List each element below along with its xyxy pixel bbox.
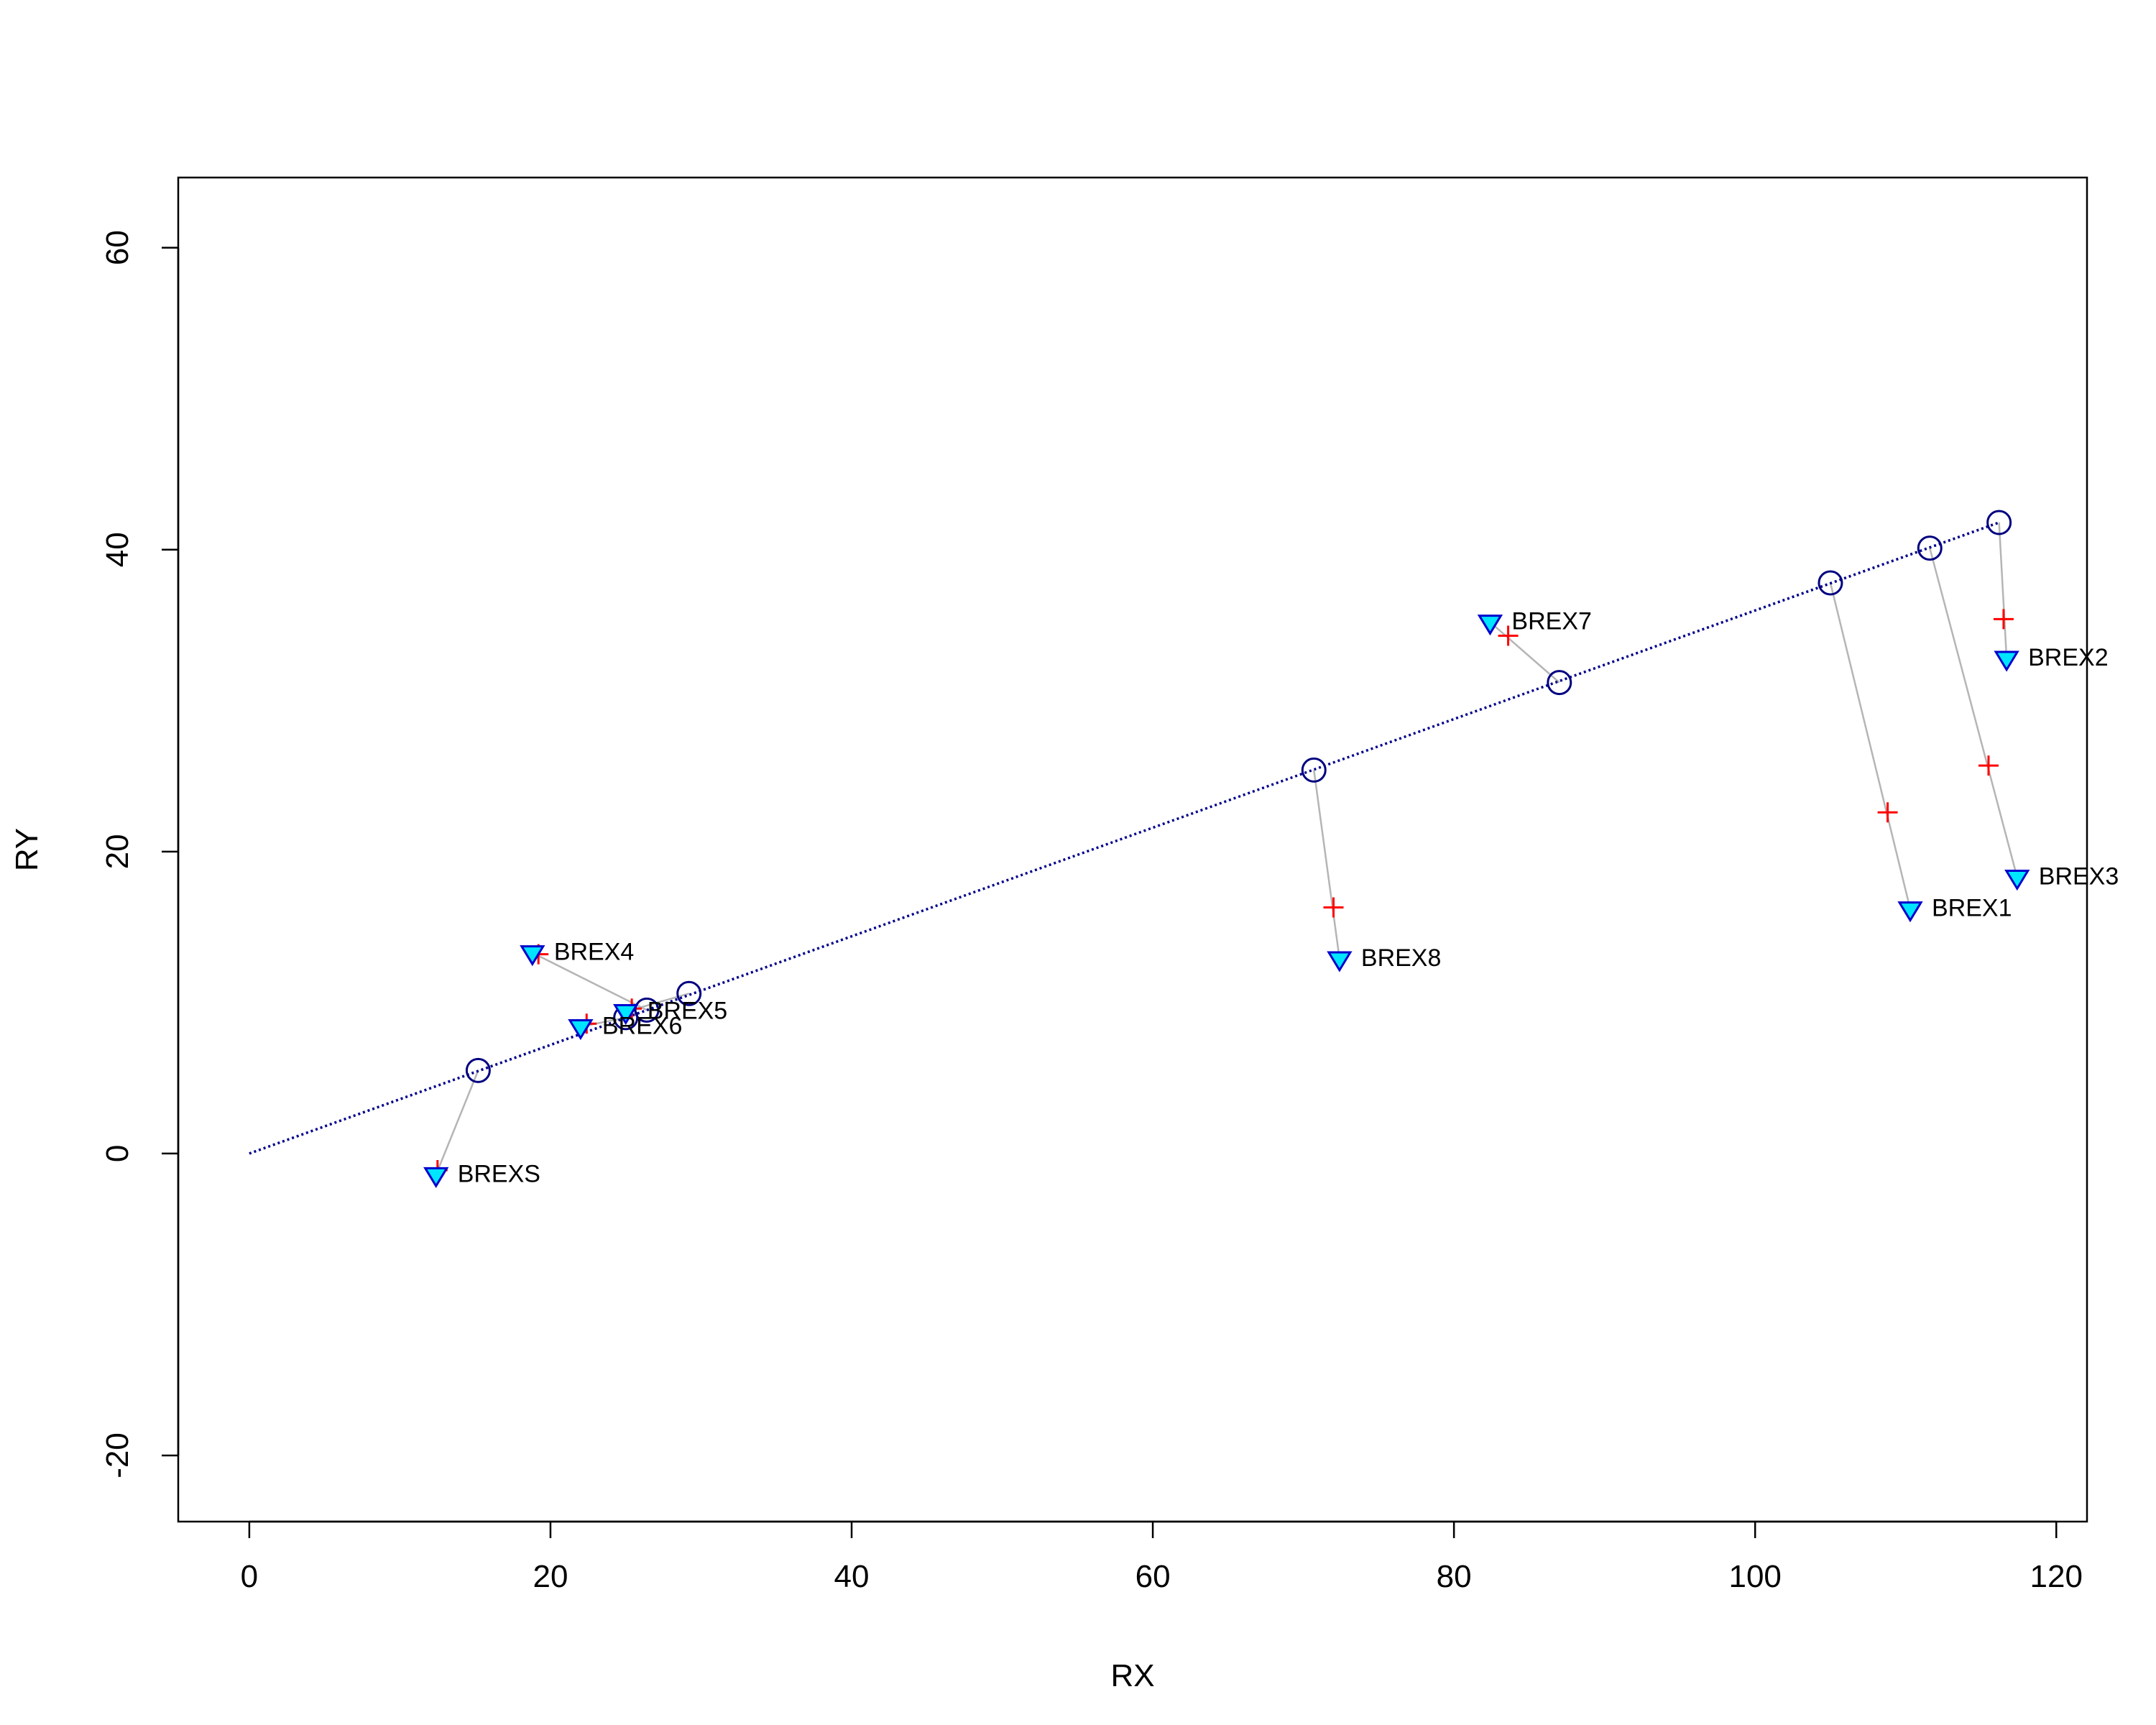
connector-line <box>1829 582 1912 909</box>
point-label: BREX7 <box>1511 608 1592 635</box>
point-label: BREX8 <box>1361 944 1442 972</box>
projected-point <box>676 980 702 1006</box>
projected-point <box>1986 510 2012 535</box>
observed-point <box>520 945 545 967</box>
point-label: BREX3 <box>2039 863 2119 891</box>
projected-point <box>1301 757 1327 783</box>
connector-line <box>1929 548 2018 878</box>
y-axis: -20 0 20 40 60 <box>100 230 180 1478</box>
x-tick-label: 120 <box>2030 1559 2083 1594</box>
fitted-points <box>427 609 2014 1181</box>
x-tick-label: 60 <box>1135 1559 1171 1594</box>
x-tick-label: 20 <box>533 1559 568 1594</box>
observed-point <box>1994 650 2019 672</box>
y-tick-label: 20 <box>100 834 135 869</box>
fitted-point <box>1323 897 1344 918</box>
y-tick-label: 60 <box>100 230 135 265</box>
connector-line <box>532 952 648 1011</box>
projected-point <box>1547 670 1572 696</box>
point-label: BREX2 <box>2028 644 2109 671</box>
x-tick-label: 80 <box>1437 1559 1472 1594</box>
x-axis-title: RX <box>1110 1658 1154 1693</box>
observed-point <box>2004 870 2030 891</box>
connector-line <box>435 1070 479 1175</box>
point-label: BREXS <box>458 1160 540 1187</box>
observed-point <box>1477 615 1503 636</box>
connector-line <box>1489 621 1560 684</box>
fitted-point <box>1993 609 2014 630</box>
fitted-point <box>1877 802 1898 823</box>
point-label: BREX4 <box>554 939 635 966</box>
projected-point <box>465 1057 491 1083</box>
observed-point <box>613 1003 639 1026</box>
observed-point <box>423 1167 449 1188</box>
x-tick-label: 100 <box>1728 1559 1781 1594</box>
point-label: BREX1 <box>1932 895 2012 922</box>
observed-point <box>568 1018 594 1041</box>
point-label: BREX6 <box>602 1012 683 1039</box>
x-tick-label: 40 <box>834 1559 870 1594</box>
projected-point <box>1818 570 1843 596</box>
y-tick-label: 40 <box>100 532 135 567</box>
reference-line <box>249 521 2000 1155</box>
y-axis-title: RY <box>9 828 45 871</box>
plot-frame <box>177 176 2088 1523</box>
connector-lines <box>435 522 2018 1175</box>
projected-points <box>465 510 2012 1083</box>
observed-point <box>1327 951 1353 972</box>
y-tick-label: 0 <box>100 1145 135 1162</box>
fitted-point <box>1498 625 1519 646</box>
observed-points <box>423 615 2030 1188</box>
point-label: BREX5 <box>648 997 728 1024</box>
x-axis: 0 20 40 60 80 100 120 <box>241 1520 2083 1594</box>
connector-line <box>1998 522 2008 659</box>
x-tick-label: 0 <box>241 1559 258 1594</box>
projected-point <box>1917 535 1943 561</box>
y-tick-label: -20 <box>100 1432 135 1478</box>
fitted-point <box>1978 755 1999 776</box>
observed-point <box>1897 901 1923 923</box>
connector-line <box>1313 770 1341 960</box>
